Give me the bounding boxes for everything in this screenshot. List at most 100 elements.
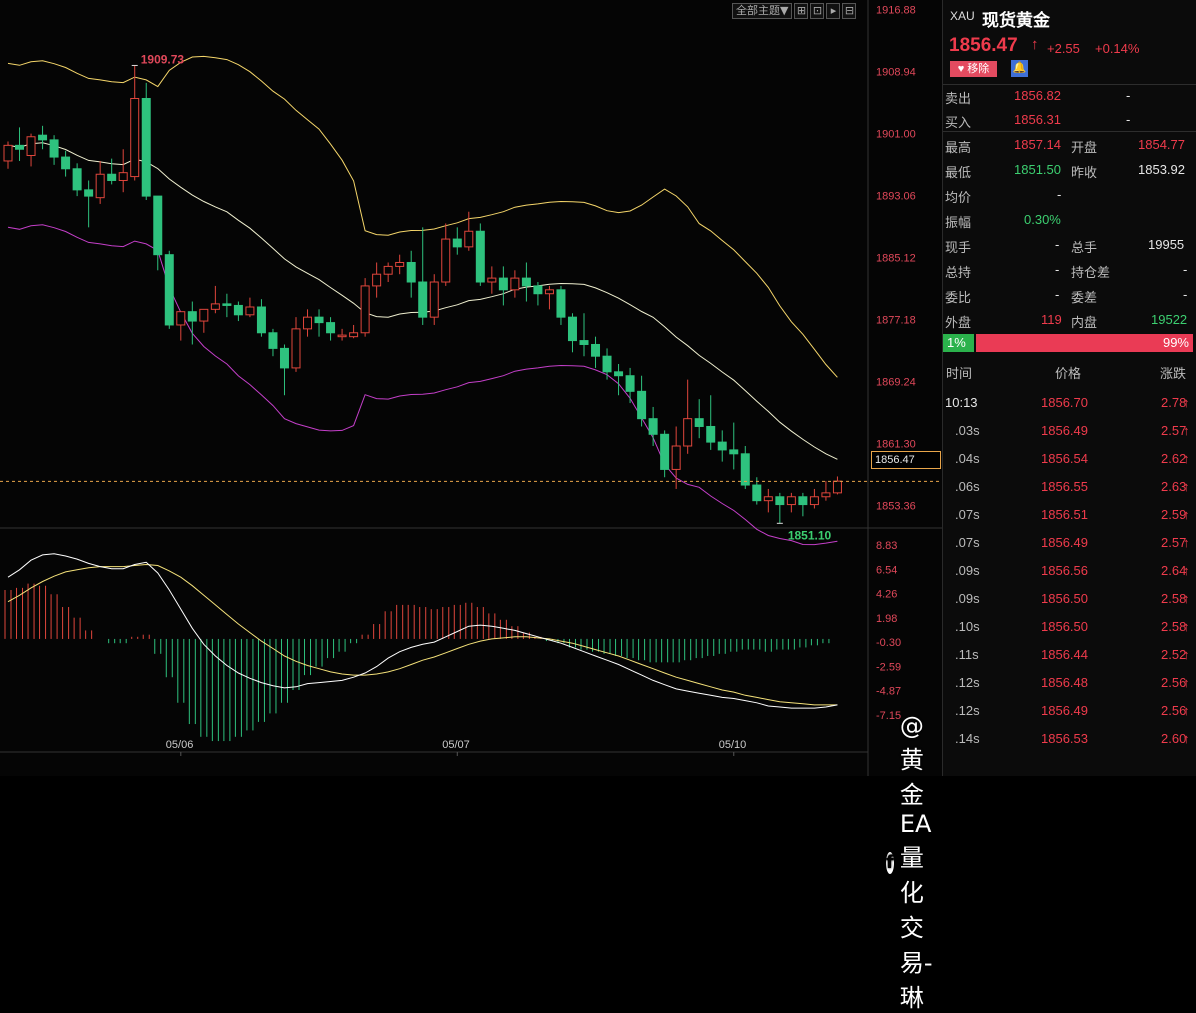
tick-change-header: 涨跌: [1160, 366, 1187, 381]
up-arrow-icon: ↑: [1183, 507, 1190, 522]
stats-row: 外盘 119 内盘 19522: [943, 308, 1196, 333]
buy-sell-ratio-bar: 1% 99%: [943, 334, 1193, 352]
tick-row: .04s 1856.54 2.62 ↑: [943, 447, 1196, 475]
outer-label: 外盘: [945, 315, 972, 330]
candle-body: [683, 418, 693, 447]
candle-body: [395, 261, 405, 267]
candle-body: [441, 238, 451, 283]
candle-body: [556, 289, 566, 318]
candle-body: [3, 144, 13, 162]
candle-body: [464, 230, 474, 248]
buy-volume: -: [1126, 112, 1131, 127]
candle-body: [130, 97, 140, 178]
open-value: 1854.77: [1138, 137, 1185, 152]
stats-row: 均价 -: [943, 183, 1196, 208]
tick-price: 1856.51: [1041, 507, 1088, 522]
candle-body: [648, 418, 658, 435]
buy-label: 买入: [945, 115, 972, 130]
candle-body: [164, 254, 174, 326]
up-arrow-icon: ↑: [1183, 731, 1190, 746]
settings-icon[interactable]: ⊟: [842, 3, 857, 19]
high-label: 1909.73: [141, 52, 185, 66]
date-label: 05/07: [442, 739, 470, 751]
tick-row: .07s 1856.49 2.57 ↑: [943, 531, 1196, 559]
tick-change: 2.62: [1161, 451, 1187, 466]
kline-chart[interactable]: 1916.88 1908.94 1901.00 1893.06 1885.12 1877.…: [0, 0, 942, 776]
tick-row: .10s 1856.50 2.58 ↑: [943, 615, 1196, 643]
tick-time: .10s: [955, 619, 980, 634]
candle-body: [671, 445, 681, 470]
macd-axis-label: 1.98: [876, 613, 897, 625]
candle-body: [222, 303, 232, 306]
tick-change: 2.56: [1161, 675, 1187, 690]
candle-body: [406, 261, 416, 283]
chart-area[interactable]: 1916.88 1908.94 1901.00 1893.06 1885.12 1877.…: [0, 0, 942, 1012]
candle-body: [38, 134, 48, 141]
candle-body: [153, 195, 163, 256]
divider: [943, 131, 1196, 132]
bell-icon[interactable]: 🔔: [1011, 60, 1028, 77]
candle-body: [107, 173, 117, 181]
candle-body: [349, 332, 359, 338]
candle-body: [141, 97, 151, 197]
tick-price: 1856.54: [1041, 451, 1088, 466]
quote-panel: XAU 现货黄金 1856.47 ↑ +2.55 +0.14% ♥ 移除 🔔 卖…: [942, 0, 1196, 776]
total-hand-label: 总手: [1071, 240, 1098, 255]
theme-dropdown[interactable]: 全部主题▼: [732, 3, 793, 19]
expand-icon[interactable]: ⊞: [794, 3, 809, 19]
price-change: +2.55: [1047, 41, 1080, 56]
candle-body: [210, 303, 220, 310]
amplitude-label: 振幅: [945, 215, 972, 230]
tick-change: 2.63: [1161, 479, 1187, 494]
tick-time: .09s: [955, 563, 980, 578]
tick-price: 1856.49: [1041, 423, 1088, 438]
tick-time: .14s: [955, 731, 980, 746]
macd-axis-label: -4.87: [876, 686, 901, 698]
price-axis-label: 1893.06: [876, 191, 916, 203]
candle-body: [475, 230, 485, 283]
candle-body: [533, 285, 543, 295]
tick-price: 1856.48: [1041, 675, 1088, 690]
candle-body: [360, 285, 370, 334]
tick-row: .14s 1856.53 2.60 ↑: [943, 727, 1196, 755]
candle-body: [591, 343, 601, 357]
price-axis-label: 1908.94: [876, 67, 916, 79]
up-arrow-icon: ↑: [1031, 36, 1039, 53]
up-arrow-icon: ↑: [1183, 423, 1190, 438]
macd-axis-label: 4.26: [876, 589, 897, 601]
price-axis-label: 1877.18: [876, 315, 916, 327]
inner-value: 19522: [1151, 312, 1188, 327]
tick-row: .07s 1856.51 2.59 ↑: [943, 503, 1196, 531]
remove-favorite-button[interactable]: ♥ 移除: [950, 61, 997, 77]
tick-price: 1856.49: [1041, 703, 1088, 718]
candle-body: [798, 496, 808, 506]
tick-time: .11s: [955, 647, 979, 662]
tick-price: 1856.56: [1041, 563, 1088, 578]
tick-time: .07s: [955, 507, 980, 522]
candle-body: [694, 418, 704, 427]
play-icon[interactable]: ▸: [826, 3, 841, 19]
candle-body: [303, 316, 313, 330]
tick-time: .03s: [955, 423, 980, 438]
macd-axis-label: 6.54: [876, 564, 897, 576]
candle-body: [291, 328, 301, 369]
stats-row: 委比 - 委差 -: [943, 283, 1196, 308]
tick-time: .04s: [955, 451, 980, 466]
prev-close-label: 昨收: [1071, 165, 1098, 180]
candle-body: [567, 316, 577, 342]
price-change-pct: +0.14%: [1095, 41, 1140, 56]
candle-body: [717, 441, 727, 451]
candle-body: [752, 484, 762, 502]
tick-time: .12s: [955, 675, 980, 690]
macd-axis-label: -2.59: [876, 661, 901, 673]
candle-body: [832, 480, 842, 494]
tick-time: .07s: [955, 535, 980, 550]
indicator-icon[interactable]: ⊡: [810, 3, 825, 19]
tick-price: 1856.44: [1041, 647, 1088, 662]
avg-value: -: [1057, 187, 1062, 202]
up-arrow-icon: ↑: [1183, 535, 1190, 550]
sell-row: 卖出 1856.82 -: [943, 84, 1196, 109]
last-price: 1856.47: [949, 35, 1018, 56]
amplitude-value: 0.30%: [1024, 212, 1061, 227]
candle-body: [49, 139, 59, 158]
